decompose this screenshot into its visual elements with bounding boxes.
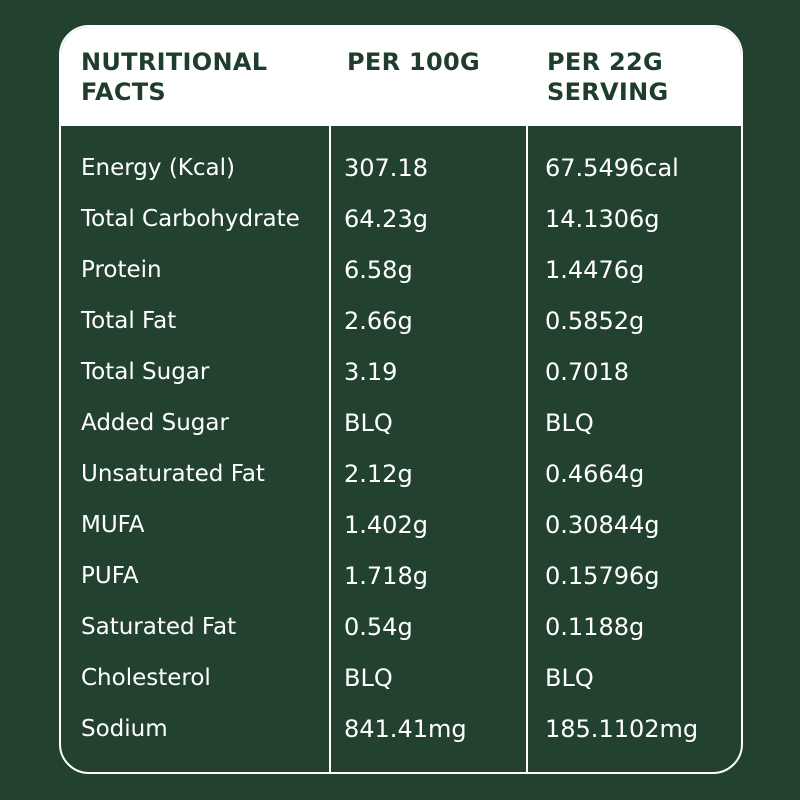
nutrient-name: Sodium [81, 716, 168, 742]
table-row: Energy (Kcal) 307.18 67.5496cal [61, 143, 741, 194]
per-serving-value: 0.30844g [545, 511, 660, 539]
nutrient-name: Total Carbohydrate [81, 206, 300, 232]
table-row: Saturated Fat 0.54g 0.1188g [61, 602, 741, 653]
per-100g-value: BLQ [344, 664, 393, 692]
nutrient-name: Energy (Kcal) [81, 155, 235, 181]
table-row: Protein 6.58g 1.4476g [61, 245, 741, 296]
nutrient-name: PUFA [81, 563, 139, 589]
column-divider [526, 27, 528, 772]
nutrient-name: Total Sugar [81, 359, 210, 385]
nutrient-name: Unsaturated Fat [81, 461, 265, 487]
table-row: Total Fat 2.66g 0.5852g [61, 296, 741, 347]
per-serving-value: BLQ [545, 664, 594, 692]
table-row: PUFA 1.718g 0.15796g [61, 551, 741, 602]
table-header: NUTRITIONAL FACTS PER 100G PER 22G SERVI… [61, 27, 741, 126]
nutrient-name: Saturated Fat [81, 614, 237, 640]
per-100g-value: 2.66g [344, 307, 413, 335]
nutrition-facts-table: NUTRITIONAL FACTS PER 100G PER 22G SERVI… [59, 25, 743, 774]
per-100g-value: 0.54g [344, 613, 413, 641]
header-per-100g: PER 100G [347, 48, 481, 76]
per-100g-value: 2.12g [344, 460, 413, 488]
per-serving-value: 0.4664g [545, 460, 645, 488]
table-row: MUFA 1.402g 0.30844g [61, 500, 741, 551]
table-body: Energy (Kcal) 307.18 67.5496cal Total Ca… [61, 126, 741, 755]
table-row: Total Carbohydrate 64.23g 14.1306g [61, 194, 741, 245]
per-serving-value: 185.1102mg [545, 715, 699, 743]
table-row: Cholesterol BLQ BLQ [61, 653, 741, 704]
per-100g-value: 1.718g [344, 562, 428, 590]
per-100g-value: 6.58g [344, 256, 413, 284]
per-serving-value: BLQ [545, 409, 594, 437]
per-100g-value: 64.23g [344, 205, 428, 233]
table-row: Added Sugar BLQ BLQ [61, 398, 741, 449]
table-row: Unsaturated Fat 2.12g 0.4664g [61, 449, 741, 500]
nutrient-name: Cholesterol [81, 665, 211, 691]
per-100g-value: 841.41mg [344, 715, 467, 743]
table-row: Sodium 841.41mg 185.1102mg [61, 704, 741, 755]
per-100g-value: 3.19 [344, 358, 398, 386]
nutrient-name: Protein [81, 257, 162, 283]
header-nutritional-facts: NUTRITIONAL FACTS [81, 48, 268, 106]
nutrient-name: Total Fat [81, 308, 177, 334]
per-serving-value: 0.15796g [545, 562, 660, 590]
table-row: Total Sugar 3.19 0.7018 [61, 347, 741, 398]
nutrient-name: MUFA [81, 512, 145, 538]
per-serving-value: 1.4476g [545, 256, 645, 284]
nutrient-name: Added Sugar [81, 410, 229, 436]
column-divider [329, 27, 331, 772]
per-100g-value: 1.402g [344, 511, 428, 539]
per-serving-value: 0.5852g [545, 307, 645, 335]
per-serving-value: 14.1306g [545, 205, 660, 233]
per-serving-value: 0.1188g [545, 613, 645, 641]
per-100g-value: BLQ [344, 409, 393, 437]
per-100g-value: 307.18 [344, 154, 428, 182]
per-serving-value: 0.7018 [545, 358, 629, 386]
per-serving-value: 67.5496cal [545, 154, 679, 182]
header-per-serving: PER 22G SERVING [547, 48, 669, 106]
